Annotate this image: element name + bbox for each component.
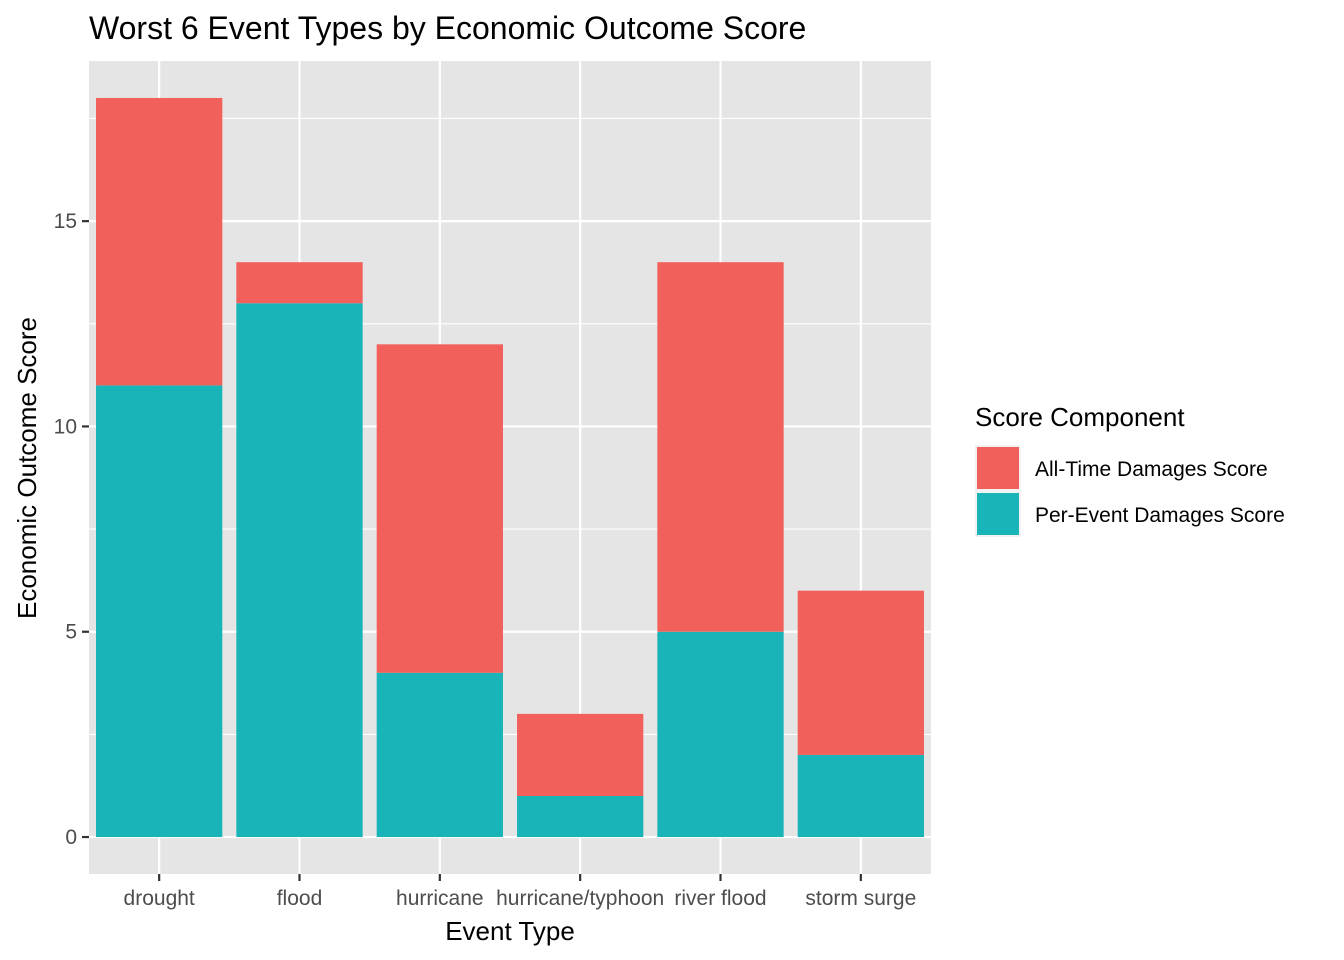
x-tick-label: hurricane/typhoon <box>496 887 664 910</box>
bars <box>96 97 924 838</box>
bar-per-event-river-flood <box>657 631 784 838</box>
legend-key <box>977 447 1019 489</box>
bar-all-time-drought <box>96 97 223 386</box>
bar-per-event-hurricane <box>376 672 503 838</box>
plot-panel <box>89 61 931 874</box>
bar-all-time-river-flood <box>657 262 784 632</box>
x-tick-label: hurricane <box>396 887 484 910</box>
grid-minor <box>89 117 931 735</box>
x-tick-label: flood <box>277 887 323 910</box>
y-axis-title: Economic Outcome Score <box>12 317 42 619</box>
legend-label: Per-Event Damages Score <box>1035 504 1285 527</box>
bar-all-time-flood <box>236 262 363 304</box>
legend: Score Component All-Time Damages Score Pe… <box>975 402 1285 537</box>
bar-per-event-storm-surge <box>797 754 924 838</box>
legend-label: All-Time Damages Score <box>1035 458 1268 481</box>
bar-all-time-hurricane <box>376 344 503 673</box>
bar-per-event-drought <box>96 385 223 838</box>
y-axis: 0 5 10 15 <box>54 210 89 849</box>
y-tick-label: 15 <box>54 210 77 233</box>
x-tick-label: storm surge <box>805 887 916 910</box>
x-axis: drought flood hurricane hurricane/typhoon ri… <box>124 874 916 910</box>
y-tick-label: 5 <box>65 621 77 644</box>
y-tick-label: 0 <box>65 826 77 849</box>
bar-per-event-flood <box>236 303 363 838</box>
x-tick-label: drought <box>124 887 195 910</box>
chart-title: Worst 6 Event Types by Economic Outcome … <box>89 10 806 46</box>
legend-key <box>977 493 1019 535</box>
bar-all-time-storm-surge <box>797 590 924 755</box>
legend-title: Score Component <box>975 402 1185 432</box>
x-axis-title: Event Type <box>445 916 575 946</box>
bar-per-event-hurricane-typhoon <box>517 795 644 838</box>
bar-all-time-hurricane-typhoon <box>517 713 644 796</box>
x-tick-label: river flood <box>674 887 766 910</box>
y-tick-label: 10 <box>54 415 77 438</box>
